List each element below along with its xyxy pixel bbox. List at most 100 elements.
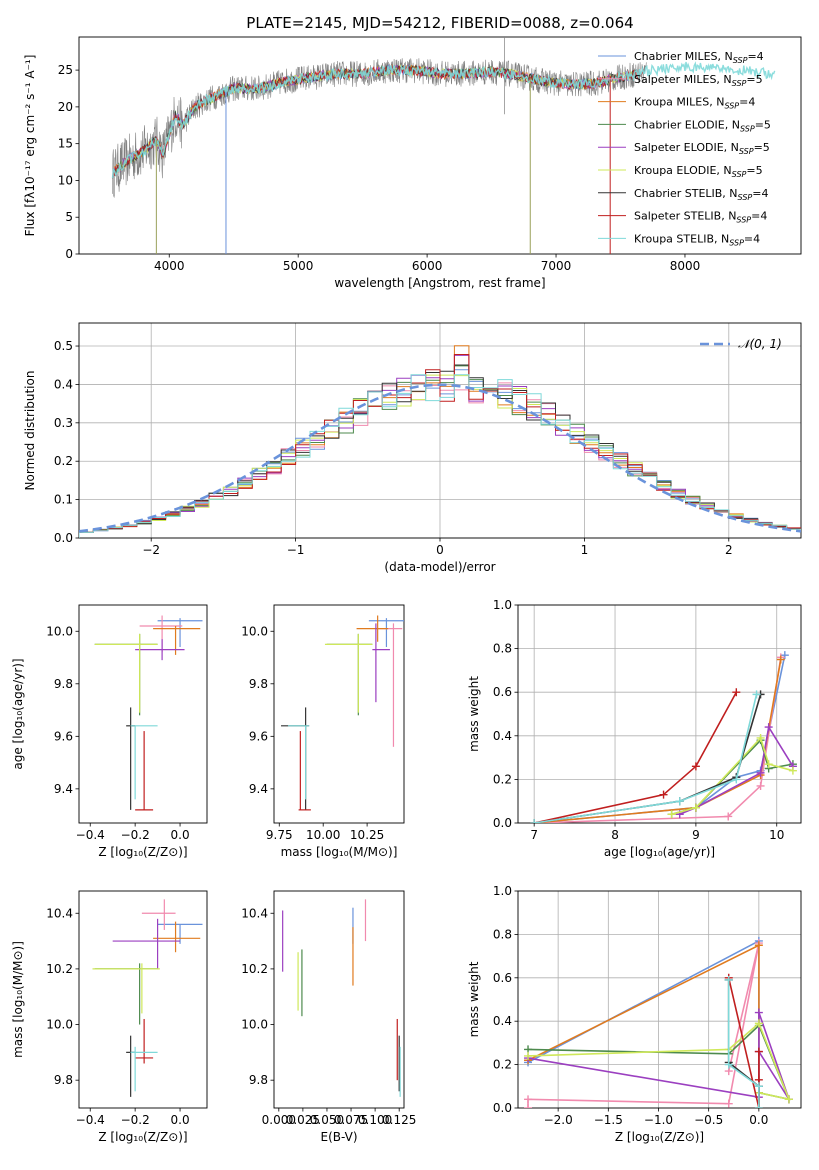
legend-label: Kroupa STELIB, NSSP=4 bbox=[634, 232, 760, 247]
x-tick-label: 0.0 bbox=[171, 1113, 190, 1127]
y-axis-label: mass weight bbox=[467, 961, 481, 1037]
plus-marker bbox=[754, 1082, 763, 1091]
mass-weight-line bbox=[727, 980, 760, 1108]
mass-weight-series bbox=[524, 936, 763, 1108]
y-axis-label: mass weight bbox=[467, 676, 481, 752]
mass-weight-line bbox=[527, 944, 760, 1108]
mass-weight-line bbox=[534, 694, 762, 823]
x-tick-label: −0.5 bbox=[694, 1113, 723, 1127]
x-tick-label: 0 bbox=[436, 543, 444, 557]
y-tick-label: 0.8 bbox=[493, 642, 512, 656]
x-axis-label: age [log₁₀(age/yr)] bbox=[604, 845, 715, 859]
x-tick-label: 10 bbox=[769, 828, 784, 842]
legend-label: Kroupa MILES, NSSP=4 bbox=[634, 96, 755, 111]
error-bar-point bbox=[112, 918, 181, 969]
x-tick-label: 8000 bbox=[670, 259, 701, 273]
age_vs_Z-marks bbox=[94, 615, 203, 811]
plus-marker bbox=[724, 812, 733, 821]
plus-marker bbox=[667, 810, 676, 819]
x-tick-label: 9.75 bbox=[266, 828, 293, 842]
x-tick-label: 0.075 bbox=[334, 1113, 368, 1127]
x-tick-label: 0.0 bbox=[749, 1113, 768, 1127]
plus-marker bbox=[754, 1019, 763, 1028]
mass-weight-line bbox=[671, 738, 794, 816]
mass-weight-line bbox=[727, 977, 760, 1108]
y-tick-label: 5 bbox=[65, 210, 73, 224]
error-bar-point bbox=[135, 639, 185, 661]
error-bar-point bbox=[281, 707, 310, 810]
y-tick-label: 9.6 bbox=[54, 729, 73, 743]
plus-marker bbox=[788, 766, 797, 775]
spectrum-marks bbox=[111, 37, 776, 254]
x-tick-label: 1 bbox=[581, 543, 589, 557]
histogram-line bbox=[79, 374, 801, 538]
legend-label: Kroupa ELODIE, NSSP=5 bbox=[634, 164, 763, 179]
y-tick-label: 0.4 bbox=[493, 1014, 512, 1028]
y-tick-label: 0.0 bbox=[493, 1101, 512, 1115]
mass-weight-series bbox=[524, 939, 763, 1108]
x-tick-label: 4000 bbox=[154, 259, 185, 273]
mass-weight-line bbox=[534, 657, 782, 823]
plus-marker bbox=[784, 1095, 793, 1104]
plus-marker bbox=[524, 1095, 533, 1104]
plus-marker bbox=[764, 760, 773, 769]
error-bar-point bbox=[94, 963, 158, 1025]
mass-weight-line bbox=[534, 694, 758, 823]
axes-frame bbox=[78, 36, 802, 255]
x-tick-label: 0.100 bbox=[358, 1113, 392, 1127]
mass-weight-series bbox=[530, 651, 789, 823]
mass_vs_ebv-marks bbox=[282, 899, 401, 1097]
mass_vs_Z-marks bbox=[92, 899, 203, 1097]
y-tick-label: 10 bbox=[58, 173, 73, 187]
x-tick-label: 7 bbox=[530, 828, 538, 842]
plus-marker bbox=[675, 797, 684, 806]
mass-weight-series bbox=[667, 733, 797, 819]
age_vs_Z-axes: −0.4 −0.2 0.0 9.4 9.6 9.8 10.0 Z [log₁₀(Z/Z⊙)] a… bbox=[11, 604, 208, 859]
error-bar-point bbox=[135, 1018, 154, 1064]
y-tick-label: 0.2 bbox=[493, 1058, 512, 1072]
x-axis-label: E(B-V) bbox=[320, 1130, 357, 1144]
error-bar-point bbox=[141, 899, 176, 930]
mass-weight-series bbox=[675, 723, 797, 819]
y-tick-label: 25 bbox=[58, 63, 73, 77]
axes-frame bbox=[78, 890, 208, 1109]
x-tick-label: 0.125 bbox=[382, 1113, 416, 1127]
y-tick-label: 10.0 bbox=[46, 624, 73, 638]
y-tick-label: 0.8 bbox=[493, 927, 512, 941]
plus-marker bbox=[724, 1099, 733, 1108]
y-tick-label: 9.8 bbox=[249, 677, 268, 691]
y-tick-label: 0.4 bbox=[493, 729, 512, 743]
y-tick-label: 0.0 bbox=[493, 816, 512, 830]
x-tick-label: −0.2 bbox=[121, 1113, 150, 1127]
error-bar-point bbox=[126, 707, 136, 810]
plus-marker bbox=[732, 775, 741, 784]
x-tick-label: 6000 bbox=[412, 259, 443, 273]
plus-marker bbox=[724, 1060, 733, 1069]
y-tick-label: 0 bbox=[65, 247, 73, 261]
x-tick-label: −1.5 bbox=[594, 1113, 623, 1127]
error-bar-point bbox=[130, 725, 158, 800]
mass-weight-series bbox=[524, 941, 763, 1108]
mass_vs_Z-axes: −0.4 −0.2 0.0 9.8 10.0 10.2 10.4 Z [log₁₀(Z/Z⊙)… bbox=[11, 890, 208, 1144]
y-tick-label: 9.8 bbox=[54, 677, 73, 691]
axes-frame bbox=[78, 604, 208, 824]
spectrum-axes: 4000 5000 6000 7000 8000 0 5 10 15 20 25 wavelength… bbox=[23, 36, 802, 290]
plus-marker bbox=[524, 1104, 533, 1108]
plus-marker bbox=[754, 941, 763, 950]
legend-label: Chabrier MILES, NSSP=4 bbox=[634, 50, 764, 65]
axes-frame bbox=[78, 322, 802, 539]
y-tick-label: 0.2 bbox=[54, 454, 73, 468]
residuals-marks bbox=[79, 345, 801, 538]
x-axis-label: (data-model)/error bbox=[384, 560, 495, 574]
y-tick-label: 20 bbox=[58, 100, 73, 114]
y-tick-label: 10.0 bbox=[241, 624, 268, 638]
mass_weight_vs_age-marks bbox=[530, 651, 797, 823]
y-tick-label: 0.6 bbox=[493, 971, 512, 985]
y-tick-label: 0.3 bbox=[54, 416, 73, 430]
plus-marker bbox=[732, 688, 741, 697]
axes-frame bbox=[273, 604, 405, 824]
error-bar-point bbox=[92, 963, 160, 1014]
y-axis-label: mass [log₁₀(M/M⊙)] bbox=[11, 941, 25, 1058]
plus-marker bbox=[524, 1051, 533, 1060]
